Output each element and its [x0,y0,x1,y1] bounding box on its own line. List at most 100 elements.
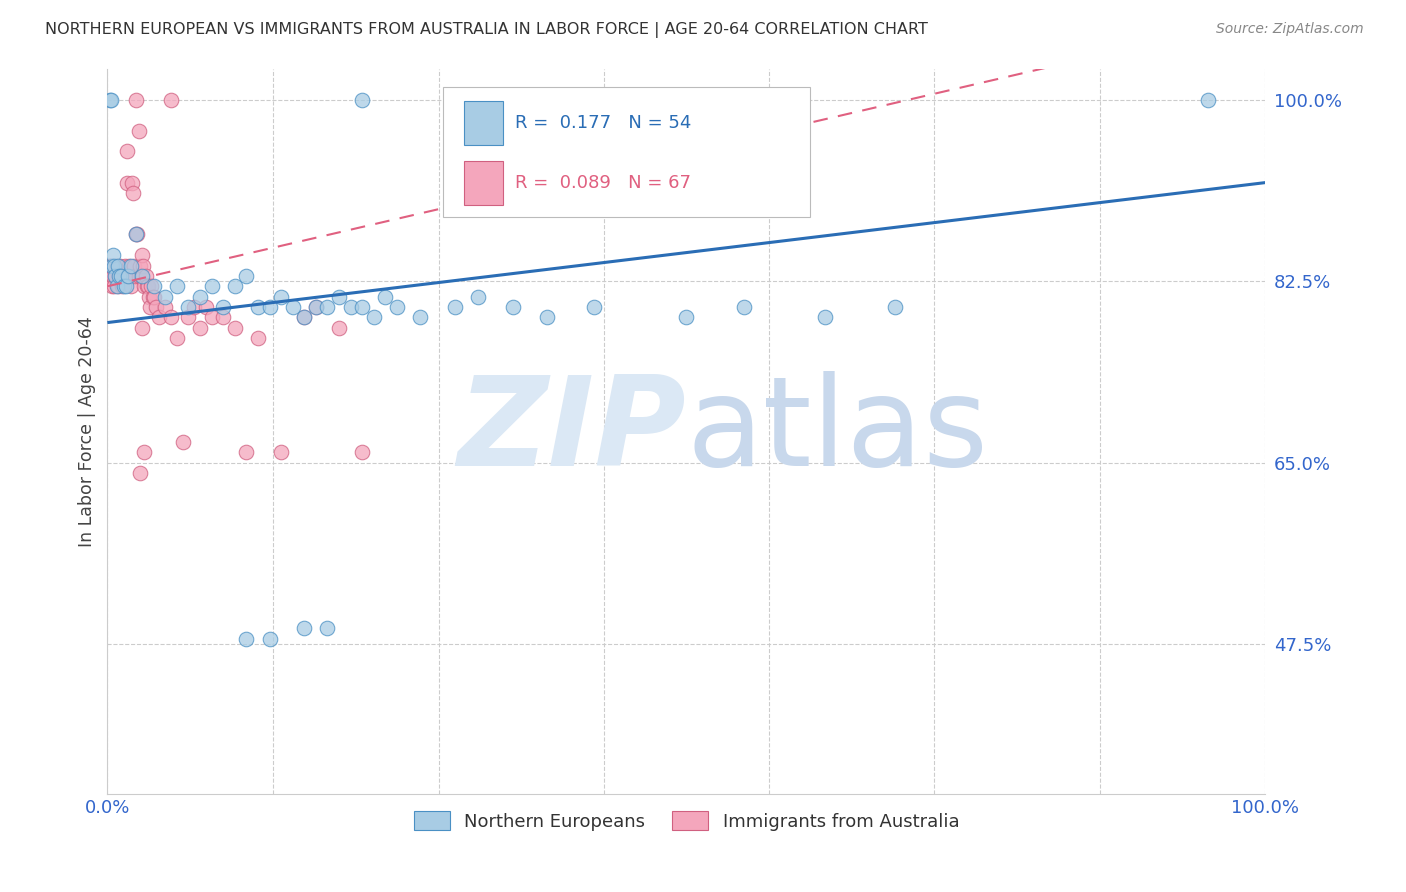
Point [120,279,142,293]
Text: Source: ZipAtlas.com: Source: ZipAtlas.com [1216,22,1364,37]
Point [110,268,132,283]
Point [212,300,235,314]
Point [115,176,138,190]
Point [98,268,121,283]
Point [108,268,131,283]
Point [883,300,905,314]
Text: R =  0.177   N = 54: R = 0.177 N = 54 [515,114,690,132]
Point [105,279,128,293]
Text: NORTHERN EUROPEAN VS IMMIGRANTS FROM AUSTRALIA IN LABOR FORCE | AGE 20-64 CORREL: NORTHERN EUROPEAN VS IMMIGRANTS FROM AUS… [45,22,928,38]
Point [111,279,134,293]
Point [246,331,269,345]
Point [101,259,124,273]
Point [103,259,125,273]
Point [201,279,224,293]
Point [115,268,138,283]
Point [100,93,122,107]
Point [1197,93,1219,107]
Point [141,279,163,293]
Point [160,310,183,325]
Point [127,227,149,242]
Point [131,248,153,262]
Point [97,259,120,273]
Point [129,268,152,283]
Point [582,300,605,314]
Point [155,300,177,314]
Text: ZIP: ZIP [458,371,686,492]
Point [194,300,217,314]
Point [128,124,150,138]
Point [814,310,837,325]
Point [114,259,136,273]
Point [328,290,350,304]
Point [385,300,408,314]
Point [292,310,315,325]
Point [224,320,246,334]
Point [259,632,281,646]
Point [100,259,122,273]
Point [107,279,129,293]
Point [235,632,257,646]
Point [112,268,135,283]
Point [183,300,205,314]
Point [112,279,135,293]
Point [125,227,148,242]
Point [246,300,269,314]
Point [104,268,127,283]
Point [105,259,128,273]
Point [101,248,124,262]
Point [339,300,361,314]
Point [177,310,200,325]
Point [128,466,150,480]
Point [135,279,157,293]
Point [98,93,121,107]
Point [107,259,129,273]
Point [536,310,558,325]
Point [160,93,183,107]
Point [177,300,200,314]
Point [128,259,150,273]
Point [201,310,224,325]
Point [139,300,162,314]
Point [212,310,235,325]
Point [125,227,148,242]
Point [155,290,177,304]
Point [675,310,697,325]
Point [292,622,315,636]
Point [305,300,328,314]
Point [305,300,328,314]
Point [136,279,159,293]
Point [108,259,131,273]
Point [166,279,188,293]
Point [134,279,156,293]
Point [128,268,150,283]
Point [115,145,138,159]
Point [101,279,124,293]
Point [352,445,374,459]
Point [118,259,141,273]
Point [117,268,139,283]
Point [104,268,127,283]
Point [443,300,465,314]
Point [733,300,755,314]
Text: atlas: atlas [686,371,988,492]
Point [363,310,385,325]
Point [235,445,257,459]
Point [292,310,315,325]
Point [172,434,194,449]
Point [131,268,153,283]
Point [110,268,132,283]
Point [101,268,124,283]
Point [502,300,524,314]
Point [166,331,188,345]
Point [138,290,160,304]
Point [467,290,489,304]
Point [145,300,167,314]
Point [142,290,165,304]
Point [141,290,163,304]
Point [270,445,292,459]
Point [131,320,153,334]
Point [135,268,157,283]
Point [122,259,145,273]
Point [148,310,170,325]
